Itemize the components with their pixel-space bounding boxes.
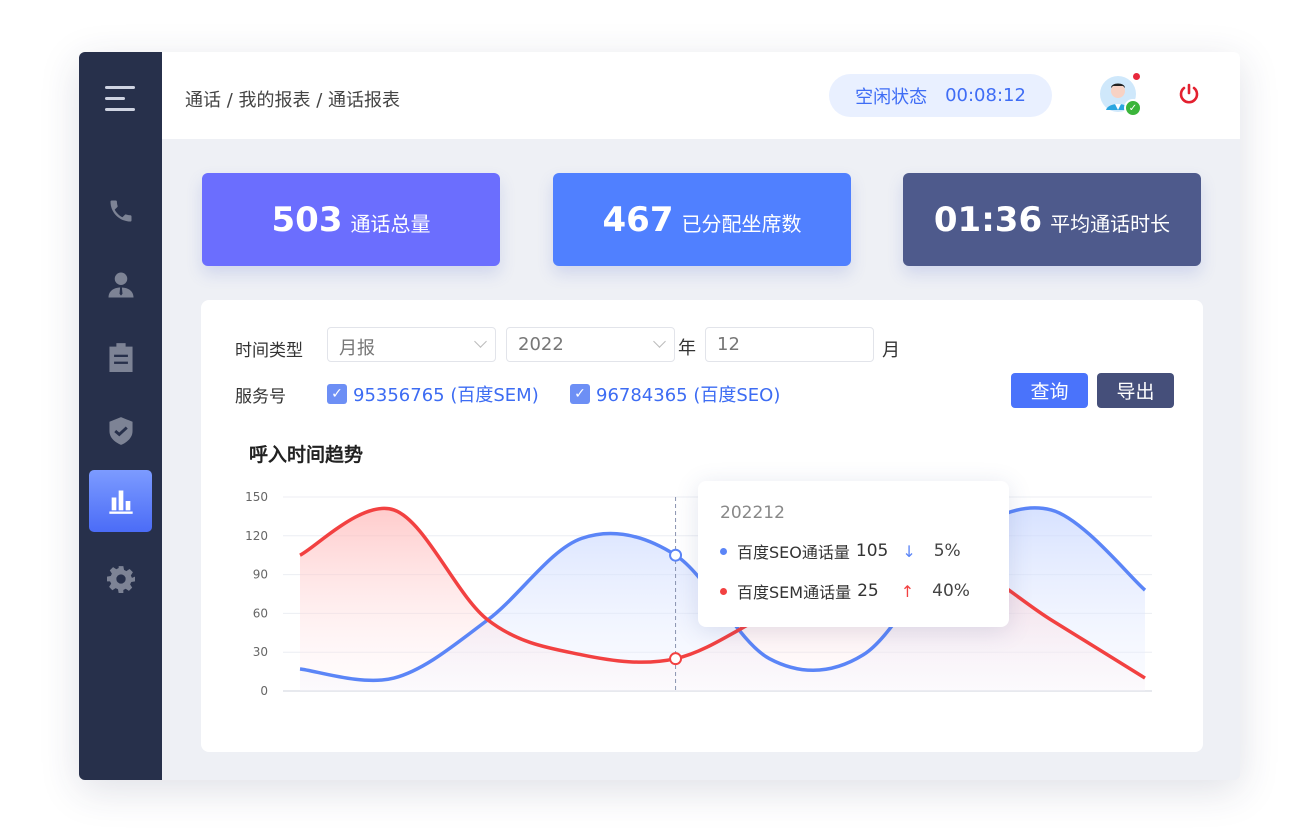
- stat-card-avg-duration: 01:36 平均通话时长: [903, 173, 1201, 266]
- clipboard-icon: [108, 343, 133, 372]
- y-tick-label: 60: [253, 606, 268, 620]
- hover-point[interactable]: [669, 548, 683, 562]
- time-type-label: 时间类型: [235, 341, 303, 361]
- stat-value: 01:36: [933, 199, 1043, 240]
- stat-value: 503: [271, 199, 343, 240]
- gear-icon: [106, 566, 135, 593]
- month-suffix: 月: [882, 340, 900, 361]
- export-button[interactable]: 导出: [1097, 373, 1174, 408]
- stat-label: 已分配坐席数: [681, 212, 802, 236]
- chart-tooltip: 202212 百度SEO通话量 105 ↓ 5% 百度SEM通话量 25 ↑ 40%: [698, 481, 1009, 627]
- legend-dot: [720, 587, 727, 595]
- stat-label: 通话总量: [350, 212, 431, 236]
- service-name: 96784365 (百度SEO): [596, 385, 781, 406]
- shield-check-icon: [108, 417, 133, 445]
- arrow-up-icon: ↑: [900, 581, 915, 601]
- stat-label: 平均通话时长: [1050, 212, 1171, 236]
- menu-toggle-icon[interactable]: [105, 86, 135, 112]
- series-name: 百度SEM通话量: [737, 583, 852, 602]
- sidebar-item-calls[interactable]: [89, 180, 152, 242]
- online-check-icon: ✓: [1124, 99, 1142, 117]
- time-type-value: 月报: [339, 338, 375, 359]
- checkbox-checked-icon: ✓: [570, 384, 590, 404]
- y-tick-label: 120: [245, 529, 268, 543]
- stat-card-assigned-seats: 467 已分配坐席数: [553, 173, 851, 266]
- series-change: 40%: [932, 581, 970, 601]
- avatar[interactable]: ✓: [1100, 73, 1142, 117]
- arrow-down-icon: ↓: [902, 541, 916, 561]
- stat-value: 467: [602, 199, 674, 240]
- header: 通话 / 我的报表 / 通话报表 空闲状态 00:08:12 ✓: [162, 52, 1240, 139]
- power-icon[interactable]: [1177, 82, 1201, 106]
- status-timer: 00:08:12: [945, 85, 1026, 106]
- query-button[interactable]: 查询: [1011, 373, 1088, 408]
- hover-point[interactable]: [669, 652, 683, 666]
- tooltip-row-sem: 百度SEM通话量 25 ↑ 40%: [720, 579, 987, 603]
- service-checkbox-seo[interactable]: ✓ 96784365 (百度SEO): [570, 381, 780, 407]
- service-label: 服务号: [235, 387, 286, 407]
- time-type-select[interactable]: 月报: [327, 327, 496, 362]
- sidebar-item-security[interactable]: [89, 400, 152, 462]
- agent-status-badge[interactable]: 空闲状态 00:08:12: [829, 74, 1052, 117]
- y-tick-label: 30: [253, 645, 268, 659]
- phone-icon: [110, 200, 131, 222]
- sidebar-item-agents[interactable]: [89, 254, 152, 316]
- tooltip-title: 202212: [720, 503, 785, 523]
- breadcrumb: 通话 / 我的报表 / 通话报表: [185, 90, 401, 111]
- status-label: 空闲状态: [855, 86, 928, 108]
- sidebar-item-settings[interactable]: [89, 548, 152, 610]
- notification-dot: [1133, 73, 1140, 80]
- chart-title: 呼入时间趋势: [249, 444, 364, 466]
- sidebar-item-records[interactable]: [89, 326, 152, 388]
- bar-chart-icon: [108, 490, 133, 514]
- series-value: 25: [857, 581, 879, 601]
- legend-dot: [720, 547, 727, 555]
- user-icon: [108, 272, 133, 298]
- tooltip-row-seo: 百度SEO通话量 105 ↓ 5%: [720, 539, 987, 563]
- service-name: 95356765 (百度SEM): [353, 385, 539, 406]
- checkbox-checked-icon: ✓: [327, 384, 347, 404]
- series-change: 5%: [933, 541, 961, 561]
- series-area: [300, 508, 1145, 691]
- month-input[interactable]: [705, 327, 874, 362]
- year-suffix: 年: [678, 338, 696, 359]
- sidebar: [79, 52, 162, 780]
- y-tick-label: 0: [260, 684, 268, 698]
- series-value: 105: [855, 541, 889, 561]
- year-value: 2022: [518, 334, 564, 355]
- service-checkbox-sem[interactable]: ✓ 95356765 (百度SEM): [327, 381, 539, 407]
- y-tick-label: 90: [253, 568, 268, 582]
- stat-card-total-calls: 503 通话总量: [202, 173, 500, 266]
- year-select[interactable]: 2022: [506, 327, 675, 362]
- series-name: 百度SEO通话量: [737, 543, 850, 562]
- y-tick-label: 150: [245, 490, 268, 504]
- sidebar-item-reports[interactable]: [89, 470, 152, 532]
